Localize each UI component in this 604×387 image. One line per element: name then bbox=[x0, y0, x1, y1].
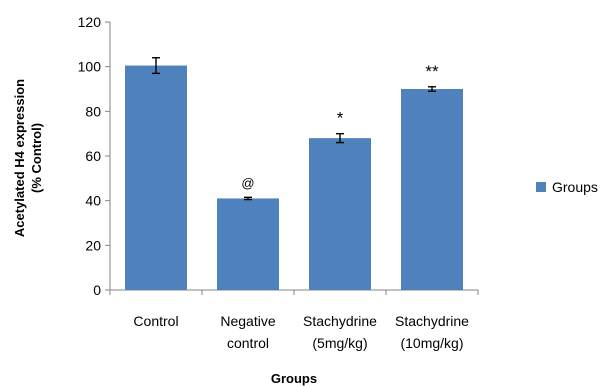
x-axis: Control Negative control Stachydrine (5mg/kg… bbox=[109, 289, 479, 351]
x-tick-label: Stachydrine (5mg/kg) bbox=[303, 313, 377, 351]
significance-label: ** bbox=[425, 62, 439, 81]
error-bar bbox=[428, 86, 436, 92]
y-tick-label: 0 bbox=[93, 282, 101, 298]
significance-label: * bbox=[337, 109, 344, 128]
y-tick-label: 100 bbox=[78, 59, 102, 75]
error-bar bbox=[152, 57, 160, 75]
y-tick-label: 20 bbox=[85, 237, 101, 253]
y-axis-label: Acetylated H4 expression (% Control) bbox=[12, 79, 44, 237]
significance-label: @ bbox=[241, 175, 254, 190]
y-tick-label: 60 bbox=[85, 148, 101, 164]
x-tick-label: Control bbox=[133, 313, 178, 329]
bar bbox=[401, 89, 463, 290]
bar bbox=[125, 65, 187, 290]
legend: Groups bbox=[536, 179, 598, 195]
x-tick-label: Negative control bbox=[220, 313, 275, 351]
error-bar bbox=[244, 196, 252, 201]
y-tick-label: 120 bbox=[78, 14, 102, 30]
legend-label: Groups bbox=[552, 179, 598, 195]
x-axis-label: Groups bbox=[271, 371, 317, 386]
y-tick-label: 40 bbox=[85, 193, 101, 209]
legend-swatch bbox=[536, 182, 546, 192]
error-bar bbox=[336, 132, 344, 144]
y-axis: 0 20 40 60 80 100 120 bbox=[78, 14, 111, 298]
bar bbox=[309, 138, 371, 290]
bars: @*** bbox=[125, 57, 463, 290]
x-tick-label: Stachydrine (10mg/kg) bbox=[395, 313, 469, 351]
bar bbox=[217, 198, 279, 290]
y-tick-label: 80 bbox=[85, 103, 101, 119]
